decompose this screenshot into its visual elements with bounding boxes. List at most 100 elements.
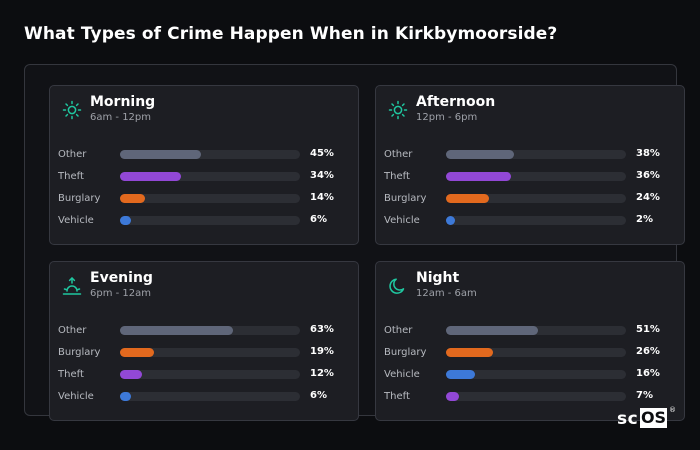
scos-logo: sc OS ® (617, 406, 677, 430)
category-label: Burglary (384, 193, 427, 204)
bar-track (120, 150, 300, 159)
bar (120, 216, 131, 225)
bar (120, 150, 201, 159)
bar-row: Theft 36% (384, 170, 678, 192)
bar (446, 194, 490, 203)
bar (446, 370, 475, 379)
card-time-range: 12pm - 6pm (416, 112, 478, 123)
card-evening: Evening 6pm - 12am Other 63% Burglary 19% Th… (49, 261, 359, 421)
bar (120, 392, 131, 401)
value-label: 6% (310, 214, 327, 225)
value-label: 36% (636, 170, 660, 181)
registered-mark: ® (669, 406, 676, 414)
bar-row: Vehicle 2% (384, 214, 678, 236)
logo-box-text: OS (640, 408, 667, 428)
bar (446, 326, 538, 335)
bar-track (120, 392, 300, 401)
value-label: 12% (310, 368, 334, 379)
card-title: Morning (90, 94, 156, 110)
category-label: Vehicle (58, 391, 94, 402)
value-label: 24% (636, 192, 660, 203)
bar (120, 194, 146, 203)
category-label: Other (58, 325, 87, 336)
category-label: Vehicle (384, 215, 420, 226)
bar-row: Theft 34% (58, 170, 352, 192)
bar-row: Burglary 14% (58, 192, 352, 214)
value-label: 51% (636, 324, 660, 335)
bar-track (446, 326, 626, 335)
category-label: Theft (384, 391, 410, 402)
bar (446, 172, 511, 181)
card-afternoon: Afternoon 12pm - 6pm Other 38% Theft 36% Bur… (375, 85, 685, 245)
bar (446, 348, 493, 357)
bar-row: Other 51% (384, 324, 678, 346)
bar-track (446, 172, 626, 181)
bar (120, 172, 182, 181)
card-time-range: 12am - 6am (416, 288, 477, 299)
value-label: 16% (636, 368, 660, 379)
bar (120, 370, 142, 379)
value-label: 63% (310, 324, 334, 335)
bar-row: Burglary 24% (384, 192, 678, 214)
bar-row: Other 38% (384, 148, 678, 170)
value-label: 14% (310, 192, 334, 203)
bar-track (446, 370, 626, 379)
category-label: Burglary (58, 347, 101, 358)
value-label: 6% (310, 390, 327, 401)
category-label: Theft (58, 171, 84, 182)
bar-row: Vehicle 6% (58, 214, 352, 236)
bar-row: Theft 12% (58, 368, 352, 390)
card-title: Evening (90, 270, 153, 286)
bar-row: Vehicle 6% (58, 390, 352, 412)
bar-row: Other 63% (58, 324, 352, 346)
value-label: 45% (310, 148, 334, 159)
value-label: 34% (310, 170, 334, 181)
value-label: 26% (636, 346, 660, 357)
bar-track (120, 216, 300, 225)
bar-track (446, 216, 626, 225)
bar-row: Vehicle 16% (384, 368, 678, 390)
bar-track (120, 194, 300, 203)
bar-track (446, 150, 626, 159)
bar-track (120, 326, 300, 335)
card-title: Afternoon (416, 94, 496, 110)
bar (446, 216, 455, 225)
card-night: Night 12am - 6am Other 51% Burglary 26% Vehi… (375, 261, 685, 421)
category-label: Vehicle (384, 369, 420, 380)
category-label: Other (384, 149, 413, 160)
card-time-range: 6am - 12pm (90, 112, 152, 123)
bar-track (120, 348, 300, 357)
value-label: 2% (636, 214, 653, 225)
category-label: Vehicle (58, 215, 94, 226)
bar-track (120, 370, 300, 379)
category-label: Other (384, 325, 413, 336)
bar-row: Burglary 26% (384, 346, 678, 368)
card-time-range: 6pm - 12am (90, 288, 152, 299)
category-label: Theft (384, 171, 410, 182)
sunset-icon (62, 276, 82, 295)
category-label: Burglary (384, 347, 427, 358)
category-label: Theft (58, 369, 84, 380)
value-label: 19% (310, 346, 334, 357)
bar-track (446, 194, 626, 203)
bar (120, 348, 155, 357)
card-morning: Morning 6am - 12pm Other 45% Theft 34% Burgl… (49, 85, 359, 245)
bar-row: Theft 7% (384, 390, 678, 412)
page-title: What Types of Crime Happen When in Kirkb… (24, 24, 558, 44)
bar-row: Other 45% (58, 148, 352, 170)
bar (446, 392, 459, 401)
value-label: 7% (636, 390, 653, 401)
category-label: Burglary (58, 193, 101, 204)
bar (120, 326, 234, 335)
sun-icon (62, 100, 82, 120)
value-label: 38% (636, 148, 660, 159)
bar-track (446, 348, 626, 357)
moon-icon (389, 278, 405, 294)
card-title: Night (416, 270, 460, 286)
category-label: Other (58, 149, 87, 160)
bar (446, 150, 515, 159)
sun-icon (388, 100, 408, 120)
bar-track (120, 172, 300, 181)
bar-track (446, 392, 626, 401)
logo-text: sc (617, 409, 639, 429)
